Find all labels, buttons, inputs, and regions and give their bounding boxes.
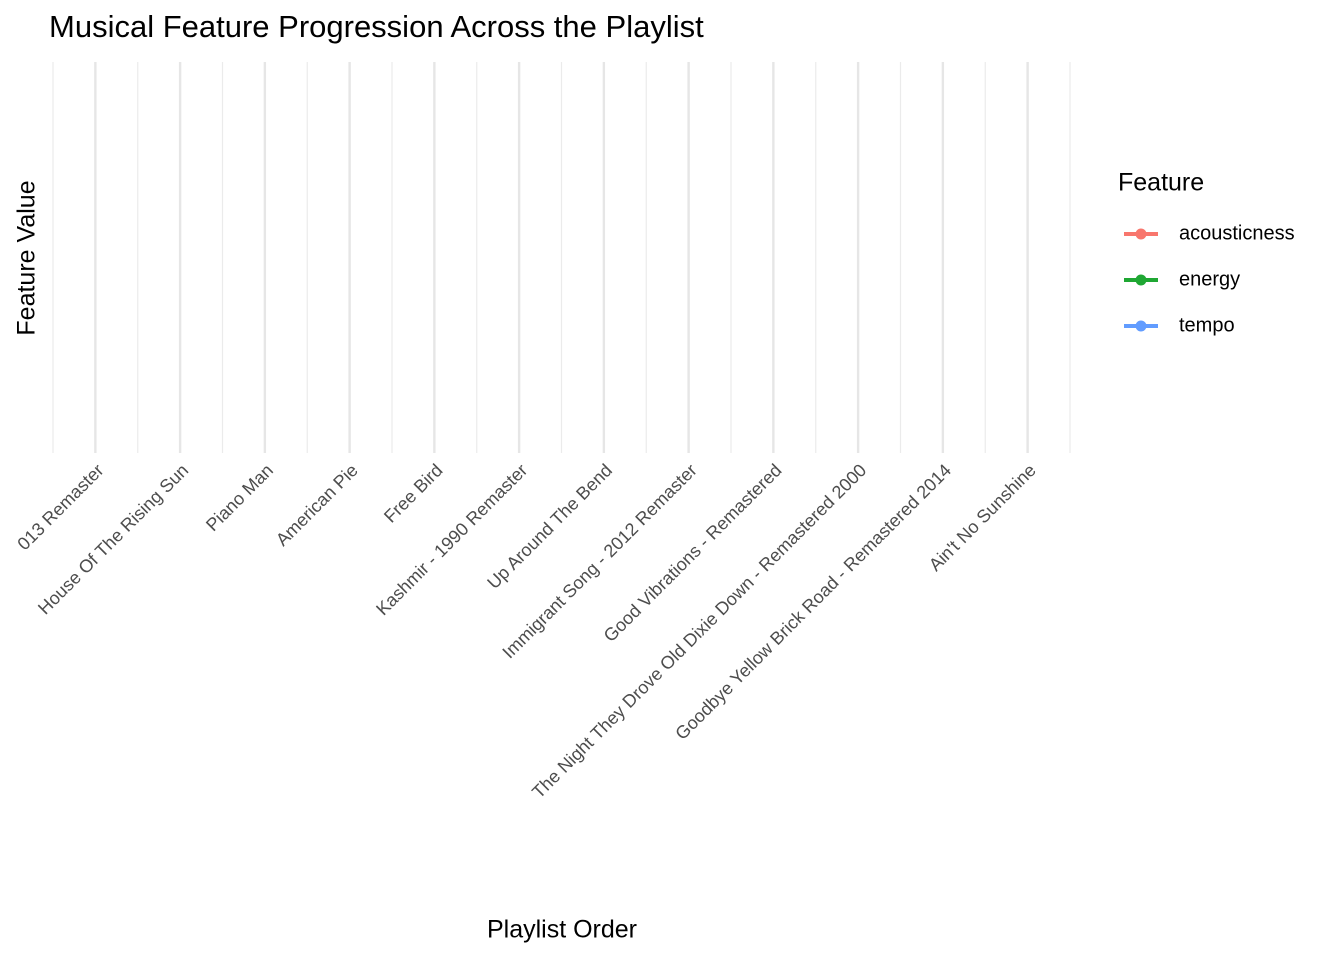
x-tick-label: Good Vibrations - Remastered xyxy=(600,460,786,646)
x-axis-label: Playlist Order xyxy=(487,916,637,944)
legend-label: energy xyxy=(1179,268,1240,290)
legend-swatch-point xyxy=(1135,228,1147,240)
x-tick-label: Kashmir - 1990 Remaster xyxy=(372,460,531,619)
x-tick-label: Piano Man xyxy=(202,460,277,535)
x-tick-label: Free Bird xyxy=(380,460,446,526)
legend-label: tempo xyxy=(1179,314,1235,336)
x-tick-label: 013 Remaster xyxy=(13,460,107,554)
x-tick-label: House Of The Rising Sun xyxy=(34,460,192,618)
legend-label: acousticness xyxy=(1179,222,1295,244)
x-tick-label: The Night They Drove Old Dixie Down - Re… xyxy=(528,460,870,802)
legend-swatch-point xyxy=(1135,320,1147,332)
legend-swatch-point xyxy=(1135,274,1147,286)
legend-title: Feature xyxy=(1118,169,1204,197)
y-axis-label: Feature Value xyxy=(13,180,41,335)
chart-title: Musical Feature Progression Across the P… xyxy=(49,9,704,44)
x-tick-label: American Pie xyxy=(272,460,362,550)
